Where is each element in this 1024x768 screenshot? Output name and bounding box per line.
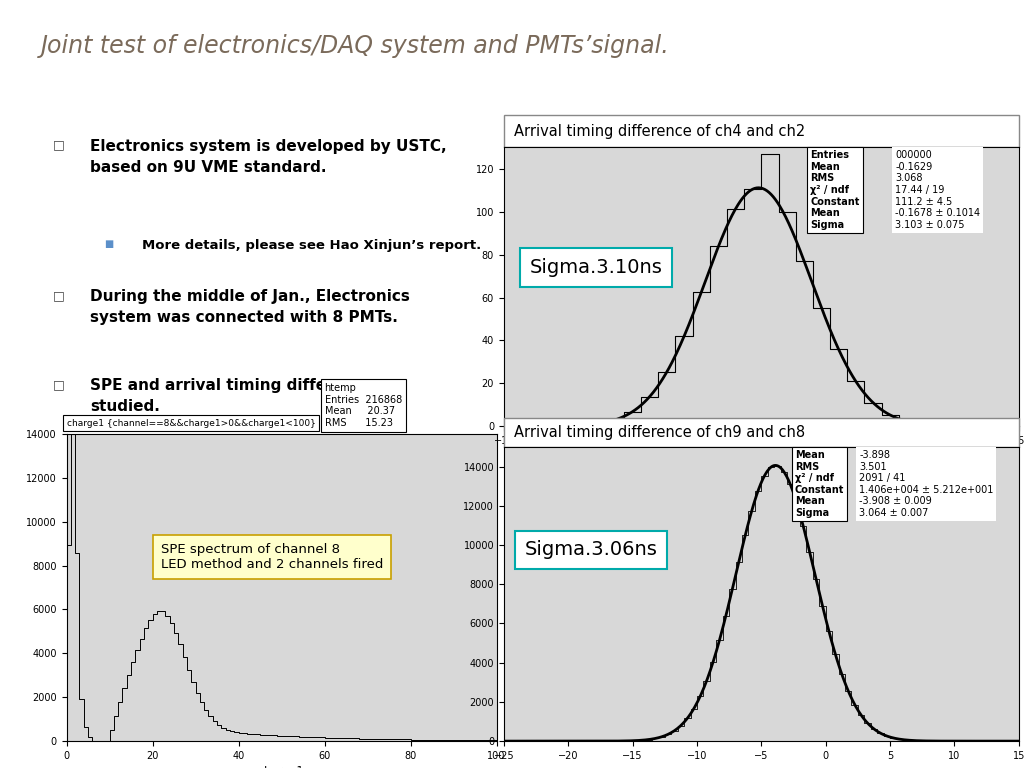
Text: Joint test of electronics/DAQ system and PMTs’signal.: Joint test of electronics/DAQ system and… — [41, 35, 670, 58]
Text: SPE spectrum of channel 8
LED method and 2 channels fired: SPE spectrum of channel 8 LED method and… — [161, 543, 384, 571]
X-axis label: ns: ns — [755, 766, 768, 768]
Text: ■: ■ — [104, 239, 114, 249]
Text: □: □ — [52, 138, 65, 151]
Text: charge1 {channel==8&&charge1>0&&charge1<100}: charge1 {channel==8&&charge1>0&&charge1<… — [67, 419, 315, 428]
Text: -3.898
3.501
2091 / 41
1.406e+004 ± 5.212e+001
-3.908 ± 0.009
3.064 ± 0.007: -3.898 3.501 2091 / 41 1.406e+004 ± 5.21… — [859, 450, 993, 518]
Text: Entries
Mean
RMS
χ² / ndf
Constant
Mean
Sigma: Entries Mean RMS χ² / ndf Constant Mean … — [810, 151, 860, 230]
Text: 26: 26 — [11, 98, 32, 113]
Text: htemp
Entries  216868
Mean     20.37
RMS      15.23: htemp Entries 216868 Mean 20.37 RMS 15.2… — [325, 383, 401, 428]
Text: More details, please see Hao Xinjun’s report.: More details, please see Hao Xinjun’s re… — [142, 239, 481, 252]
Text: Electronics system is developed by USTC,
based on 9U VME standard.: Electronics system is developed by USTC,… — [90, 138, 446, 174]
Text: SPE and arrival timing difference are
studied.: SPE and arrival timing difference are st… — [90, 378, 408, 414]
X-axis label: charge1: charge1 — [259, 766, 304, 768]
Text: Arrival timing difference of ch9 and ch8: Arrival timing difference of ch9 and ch8 — [514, 425, 805, 440]
Text: Mean
RMS
χ² / ndf
Constant
Mean
Sigma: Mean RMS χ² / ndf Constant Mean Sigma — [795, 450, 844, 518]
Text: □: □ — [52, 378, 65, 391]
Text: Sigma.3.06ns: Sigma.3.06ns — [524, 541, 657, 559]
Text: □: □ — [52, 290, 65, 303]
Text: Sigma.3.10ns: Sigma.3.10ns — [529, 258, 663, 276]
Text: 000000
-0.1629
3.068
17.44 / 19
111.2 ± 4.5
-0.1678 ± 0.1014
3.103 ± 0.075: 000000 -0.1629 3.068 17.44 / 19 111.2 ± … — [895, 151, 980, 230]
Text: Arrival timing difference of ch4 and ch2: Arrival timing difference of ch4 and ch2 — [514, 124, 805, 139]
Text: During the middle of Jan., Electronics
system was connected with 8 PMTs.: During the middle of Jan., Electronics s… — [90, 290, 410, 326]
